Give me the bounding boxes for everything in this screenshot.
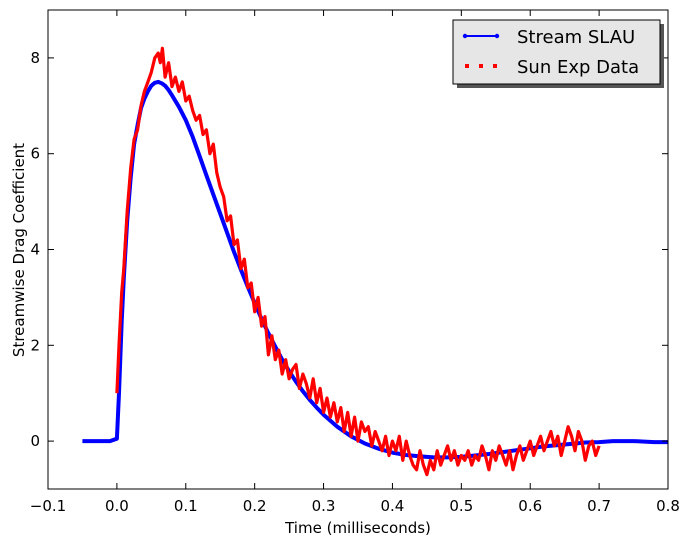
x-tick-label: 0.2 — [243, 497, 267, 515]
legend-label-sun-exp-data: Sun Exp Data — [517, 57, 639, 78]
x-tick-label: 0.3 — [312, 497, 336, 515]
y-axis-label: Streamwise Drag Coefficient — [10, 143, 28, 357]
x-tick-label: 0.4 — [381, 497, 405, 515]
legend-box — [452, 19, 661, 85]
y-tick-label: 6 — [30, 145, 40, 163]
x-tick-label: 0.5 — [449, 497, 473, 515]
y-tick-label: 0 — [30, 432, 40, 450]
legend: Stream SLAU Sun Exp Data — [452, 19, 664, 88]
x-tick-label: 0.0 — [105, 497, 129, 515]
y-tick-label: 2 — [30, 336, 40, 354]
x-tick-label: 0.7 — [587, 497, 611, 515]
x-axis: −0.1 0.0 0.1 0.2 0.3 0.4 0.5 0.6 0.7 0.8 — [30, 10, 680, 515]
plot-area — [48, 10, 668, 489]
series-layer — [82, 46, 668, 477]
y-axis: 0 2 4 6 8 — [30, 49, 668, 450]
legend-marker-stream-slau-right — [494, 33, 500, 39]
y-tick-label: 4 — [30, 241, 40, 259]
x-tick-label: 0.1 — [174, 497, 198, 515]
y-tick-label: 8 — [30, 49, 40, 67]
legend-marker-stream-slau-left — [462, 33, 468, 39]
series-line-sun-exp-data — [115, 46, 601, 477]
x-tick-label: 0.8 — [656, 497, 680, 515]
x-tick-label: −0.1 — [30, 497, 66, 515]
x-tick-label: 0.6 — [518, 497, 542, 515]
legend-label-stream-slau: Stream SLAU — [517, 27, 635, 48]
x-axis-label: Time (milliseconds) — [284, 519, 431, 537]
